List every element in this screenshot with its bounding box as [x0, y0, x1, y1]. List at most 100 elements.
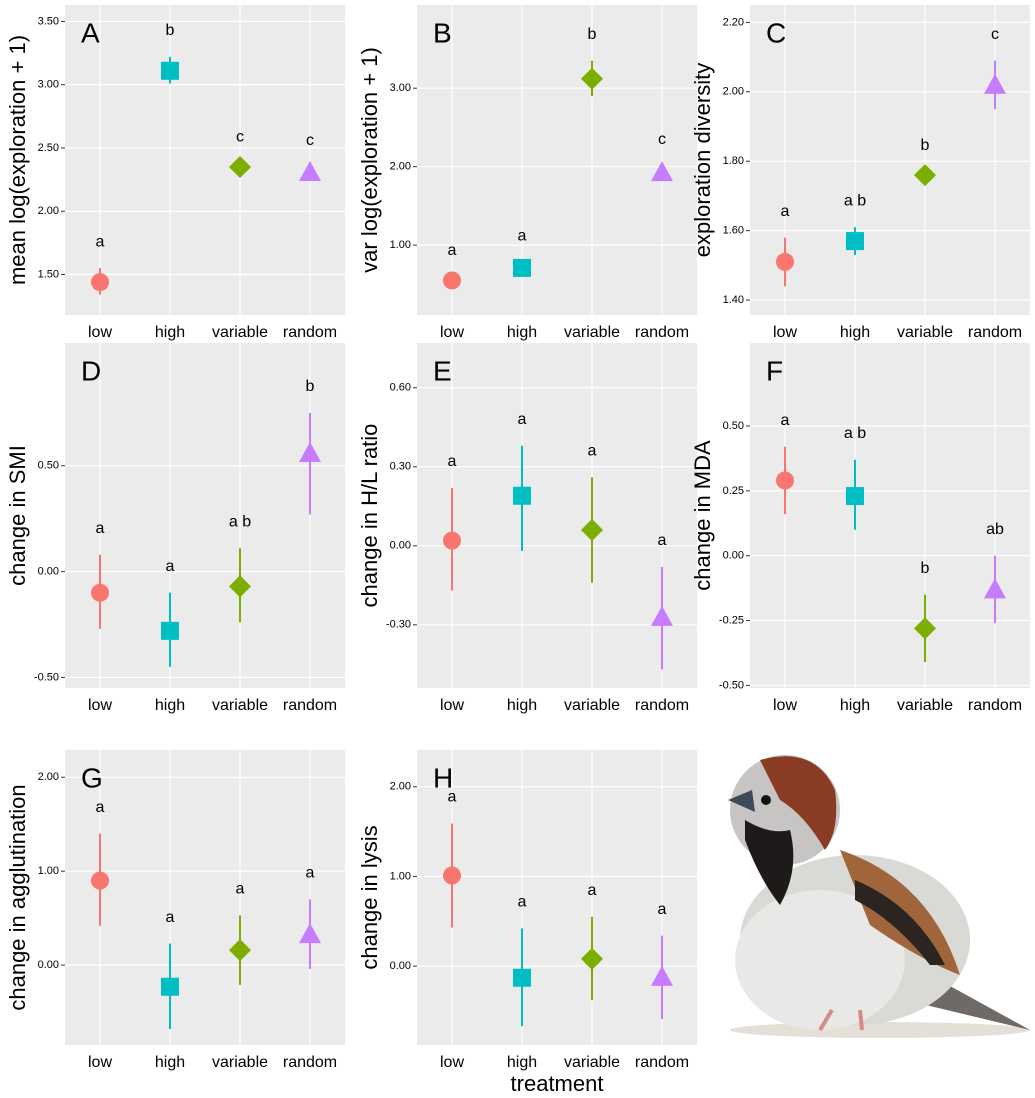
significance-letter: c	[306, 132, 314, 149]
point	[443, 531, 461, 550]
plot-background	[65, 343, 345, 688]
y-tick-label: 0.50	[723, 420, 744, 432]
point	[299, 923, 321, 944]
significance-letter: a	[96, 233, 105, 250]
significance-letter: a b	[844, 425, 866, 442]
x-tick-label: low	[440, 1054, 464, 1071]
y-tick-label: 2.20	[723, 16, 744, 28]
significance-letter: b	[306, 378, 315, 395]
point	[513, 258, 531, 277]
panel-label: F	[766, 355, 783, 386]
x-tick-label: variable	[564, 1054, 620, 1071]
x-tick-label: high	[507, 324, 537, 341]
x-tick-label: high	[155, 697, 185, 714]
y-tick-label: 2.00	[390, 781, 411, 793]
x-tick-label: low	[88, 697, 112, 714]
x-tick-label: variable	[212, 697, 268, 714]
point	[443, 271, 461, 290]
point	[846, 487, 864, 506]
significance-letter: a	[96, 520, 105, 537]
significance-letter: c	[236, 128, 244, 145]
significance-letter: a b	[229, 514, 251, 531]
x-tick-label: low	[88, 1054, 112, 1071]
x-tick-label: variable	[897, 697, 953, 714]
y-tick-label: 1.00	[38, 865, 59, 877]
y-tick-label: -0.50	[34, 671, 59, 683]
y-tick-label: 1.80	[723, 155, 744, 167]
point	[513, 486, 531, 505]
significance-letter: b	[921, 137, 930, 154]
point	[299, 442, 321, 463]
y-axis-label: change in MDA	[690, 440, 715, 591]
y-tick-label: 3.00	[38, 79, 59, 91]
point	[229, 155, 251, 178]
significance-letter: a	[448, 242, 457, 259]
panel-label: H	[433, 762, 453, 793]
x-tick-label: high	[840, 697, 870, 714]
point	[846, 232, 864, 251]
point	[984, 578, 1006, 599]
point	[776, 471, 794, 490]
significance-letter: a	[518, 411, 527, 428]
y-axis-label: exploration diversity	[690, 63, 715, 257]
y-axis-label: mean log(exploration + 1)	[5, 35, 30, 285]
x-tick-label: variable	[564, 324, 620, 341]
significance-letter: a	[658, 901, 667, 918]
y-tick-label: 1.50	[38, 268, 59, 280]
x-tick-label: random	[635, 697, 689, 714]
point	[91, 583, 109, 602]
x-tick-label: random	[968, 324, 1022, 341]
point	[443, 866, 461, 885]
point	[91, 871, 109, 890]
point	[914, 164, 936, 187]
x-tick-label: random	[283, 697, 337, 714]
significance-letter: b	[921, 560, 930, 577]
y-tick-label: 0.00	[38, 959, 59, 971]
plot-background	[417, 5, 697, 315]
y-tick-label: 0.00	[390, 540, 411, 552]
x-tick-label: variable	[212, 1054, 268, 1071]
y-tick-label: 0.30	[390, 461, 411, 473]
significance-letter: a	[781, 203, 790, 220]
x-tick-label: low	[773, 697, 797, 714]
significance-letter: a	[448, 453, 457, 470]
x-tick-label: random	[635, 1054, 689, 1071]
point	[513, 968, 531, 987]
significance-letter: a	[588, 882, 597, 899]
x-tick-label: high	[155, 324, 185, 341]
plot-background	[750, 343, 1030, 688]
x-tick-label: variable	[897, 324, 953, 341]
significance-letter: b	[588, 26, 597, 43]
point	[776, 252, 794, 271]
significance-letter: a	[518, 228, 527, 245]
y-axis-label: var log(exploration + 1)	[357, 47, 382, 273]
panel-label: D	[81, 355, 101, 386]
panel-label: G	[81, 762, 103, 793]
point	[914, 617, 936, 640]
panel-label: A	[81, 17, 100, 48]
x-tick-label: variable	[212, 324, 268, 341]
y-tick-label: 2.00	[390, 161, 411, 173]
y-tick-label: 3.00	[390, 82, 411, 94]
point	[581, 518, 603, 541]
x-tick-label: high	[507, 1054, 537, 1071]
x-tick-label: high	[507, 697, 537, 714]
y-tick-label: 0.00	[723, 550, 744, 562]
point	[161, 977, 179, 996]
significance-letter: a	[448, 789, 457, 806]
y-axis-label: change in lysis	[357, 825, 382, 969]
y-tick-label: 2.00	[38, 771, 59, 783]
significance-letter: a	[166, 909, 175, 926]
y-tick-label: 2.00	[38, 205, 59, 217]
x-tick-label: random	[635, 324, 689, 341]
point	[581, 67, 603, 90]
y-tick-label: 1.40	[723, 294, 744, 306]
x-tick-label: random	[283, 1054, 337, 1071]
significance-letter: c	[991, 26, 999, 43]
point	[91, 273, 109, 292]
point	[581, 947, 603, 970]
point	[299, 161, 321, 182]
x-tick-label: random	[968, 697, 1022, 714]
